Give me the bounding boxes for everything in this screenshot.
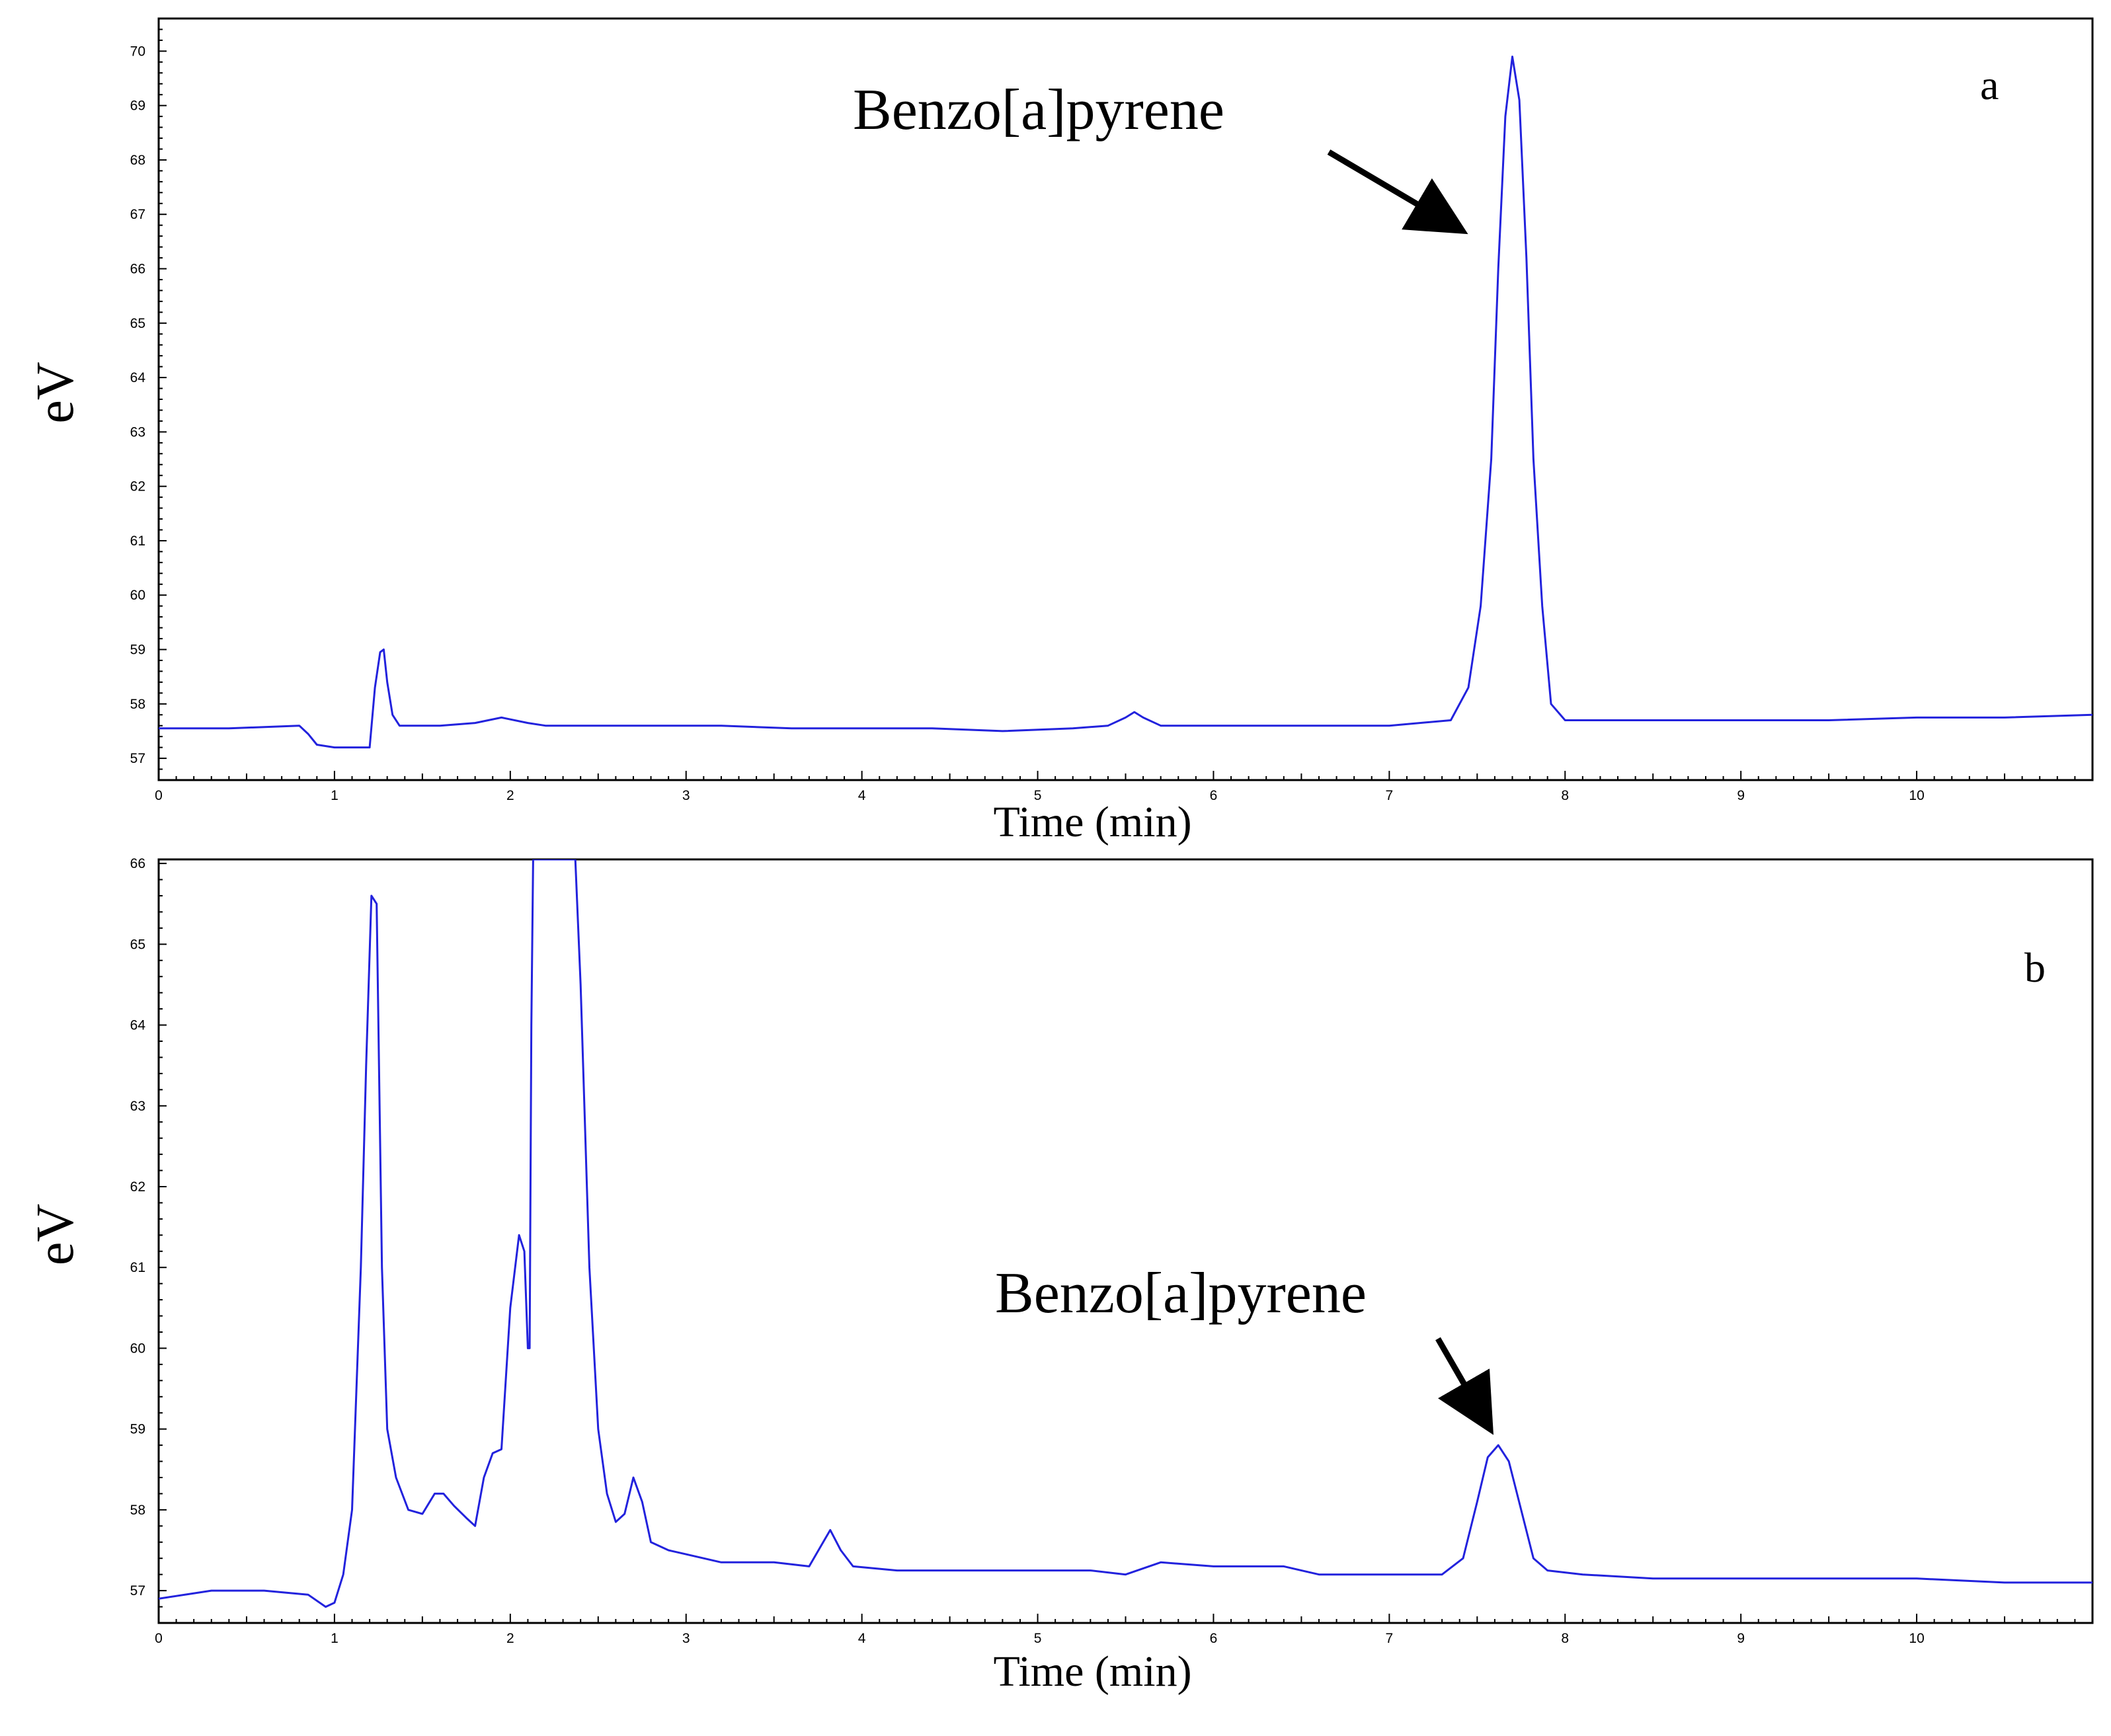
x-tick-label: 6 — [1210, 1631, 1218, 1646]
peak-annotation-arrow — [1435, 1337, 1494, 1435]
peak-annotation-arrow — [1327, 149, 1468, 235]
y-tick-label: 59 — [130, 643, 145, 658]
x-tick-label: 5 — [1034, 788, 1042, 803]
x-tick-label: 10 — [1909, 788, 1924, 803]
y-tick-label: 59 — [130, 1422, 145, 1437]
y-tick-label: 62 — [130, 479, 145, 494]
y-tick-label: 66 — [130, 262, 145, 277]
y-axis-label: eV — [26, 362, 85, 423]
panel-a: 0 1 2 3 4 5 6 7 8 9 105758596061626364656667686970… — [26, 17, 2094, 846]
x-tick-label: 4 — [858, 1631, 866, 1646]
y-tick-label: 57 — [130, 751, 145, 766]
x-tick-label: 0 — [155, 788, 163, 803]
y-axis-label: eV — [26, 1204, 85, 1265]
y-tick-label: 69 — [130, 99, 145, 114]
y-tick-label: 58 — [130, 697, 145, 712]
x-tick-label: 4 — [858, 788, 866, 803]
y-tick-label: 68 — [130, 153, 145, 168]
y-tick-label: 60 — [130, 588, 145, 603]
y-tick-label: 63 — [130, 424, 145, 440]
x-tick-label: 6 — [1210, 788, 1218, 803]
y-tick-label: 64 — [130, 370, 146, 385]
x-tick-label: 2 — [506, 788, 514, 803]
x-tick-label: 5 — [1034, 1631, 1042, 1646]
plot-frame — [157, 858, 2094, 1624]
y-tick-label: 61 — [130, 1260, 145, 1275]
x-tick-label: 0 — [155, 1631, 163, 1646]
y-tick-label: 63 — [130, 1099, 145, 1114]
x-tick-label: 9 — [1737, 788, 1745, 803]
y-tick-label: 58 — [130, 1503, 145, 1518]
panel-b: 0 1 2 3 4 5 6 7 8 9 10 57 58 59 60 61 62 63 64 65 66 Time (mi… — [26, 856, 2094, 1696]
y-tick-label: 57 — [130, 1583, 145, 1598]
x-tick-label: 8 — [1561, 788, 1569, 803]
x-tick-label: 7 — [1386, 1631, 1394, 1646]
y-tick-label: 61 — [130, 533, 145, 549]
y-tick-label: 64 — [130, 1018, 146, 1033]
y-tick-label: 70 — [130, 44, 145, 59]
x-tick-label: 8 — [1561, 1631, 1569, 1646]
x-tick-label: 2 — [506, 1631, 514, 1646]
y-tick-label: 65 — [130, 937, 145, 952]
y-tick-label: 67 — [130, 207, 145, 222]
y-tick-label: 65 — [130, 316, 145, 331]
x-tick-label: 1 — [331, 1631, 339, 1646]
x-tick-label: 10 — [1909, 1631, 1924, 1646]
panel-label: a — [1980, 61, 1999, 108]
y-tick-label: 60 — [130, 1341, 145, 1356]
x-axis-label: Time (min) — [993, 798, 1191, 846]
x-axis-label: Time (min) — [993, 1647, 1191, 1696]
series-line — [159, 859, 2092, 1608]
panel-label: b — [2024, 944, 2046, 991]
x-tick-label: 7 — [1386, 788, 1394, 803]
x-tick-label: 3 — [682, 1631, 690, 1646]
x-tick-label: 9 — [1737, 1631, 1745, 1646]
x-tick-label: 1 — [331, 788, 339, 803]
peak-annotation-label: Benzo[a]pyrene — [995, 1261, 1367, 1325]
y-tick-label: 66 — [130, 856, 145, 871]
series-line — [159, 56, 2092, 749]
peak-annotation-label: Benzo[a]pyrene — [853, 78, 1224, 142]
x-tick-label: 3 — [682, 788, 690, 803]
y-tick-label: 62 — [130, 1179, 145, 1195]
